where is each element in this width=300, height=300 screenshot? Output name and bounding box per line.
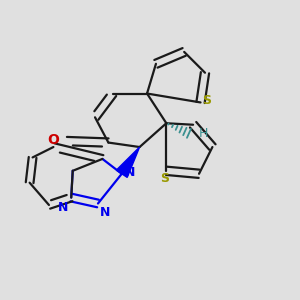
Text: O: O [47, 133, 59, 147]
Text: N: N [125, 166, 135, 179]
Text: N: N [58, 200, 68, 214]
Polygon shape [116, 147, 140, 177]
Text: S: S [160, 172, 169, 185]
Text: N: N [100, 206, 110, 220]
Text: S: S [202, 94, 211, 106]
Text: H: H [198, 127, 208, 140]
